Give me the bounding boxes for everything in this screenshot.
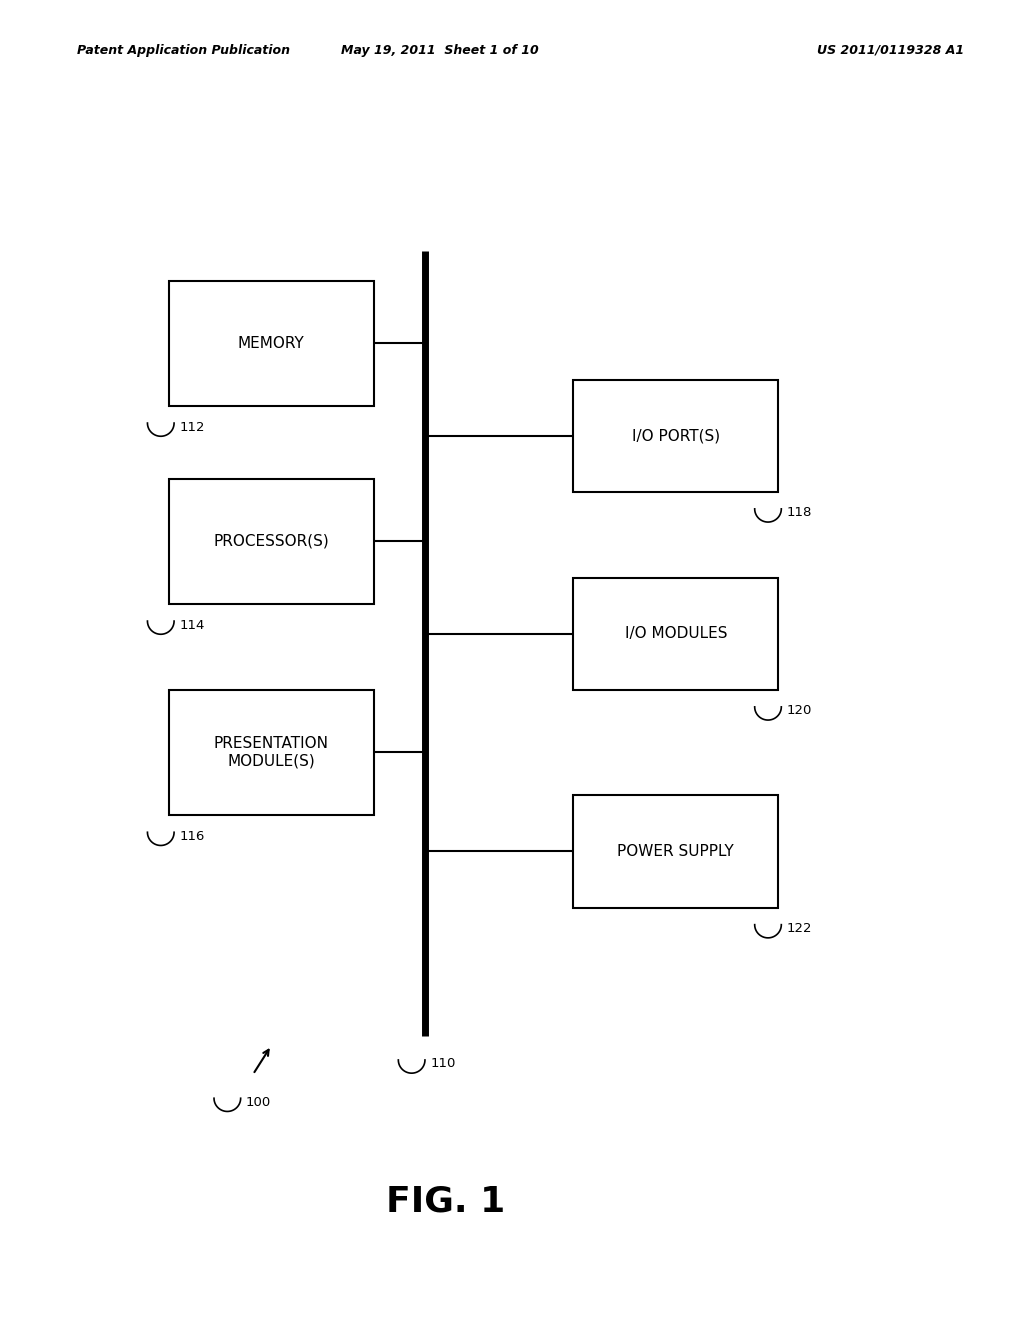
Text: 110: 110: [430, 1057, 456, 1071]
Text: 120: 120: [786, 705, 812, 717]
Bar: [573, 578, 778, 689]
Bar: [573, 795, 778, 908]
Text: I/O PORT(S): I/O PORT(S): [632, 428, 720, 444]
Text: 122: 122: [786, 923, 812, 935]
Text: I/O MODULES: I/O MODULES: [625, 626, 727, 642]
Text: PROCESSOR(S): PROCESSOR(S): [213, 533, 330, 549]
Text: POWER SUPPLY: POWER SUPPLY: [617, 843, 734, 859]
Bar: [169, 281, 374, 407]
Text: 100: 100: [246, 1096, 271, 1109]
Text: MEMORY: MEMORY: [238, 335, 305, 351]
Text: 116: 116: [179, 830, 205, 842]
Text: 112: 112: [179, 421, 205, 433]
Text: PRESENTATION
MODULE(S): PRESENTATION MODULE(S): [214, 737, 329, 768]
Text: Patent Application Publication: Patent Application Publication: [77, 44, 290, 57]
Bar: [169, 479, 374, 605]
Bar: [169, 689, 374, 814]
Text: US 2011/0119328 A1: US 2011/0119328 A1: [817, 44, 965, 57]
Text: May 19, 2011  Sheet 1 of 10: May 19, 2011 Sheet 1 of 10: [341, 44, 540, 57]
Text: 118: 118: [786, 507, 812, 519]
Text: FIG. 1: FIG. 1: [386, 1184, 505, 1218]
Bar: [573, 380, 778, 491]
Text: 114: 114: [179, 619, 205, 631]
